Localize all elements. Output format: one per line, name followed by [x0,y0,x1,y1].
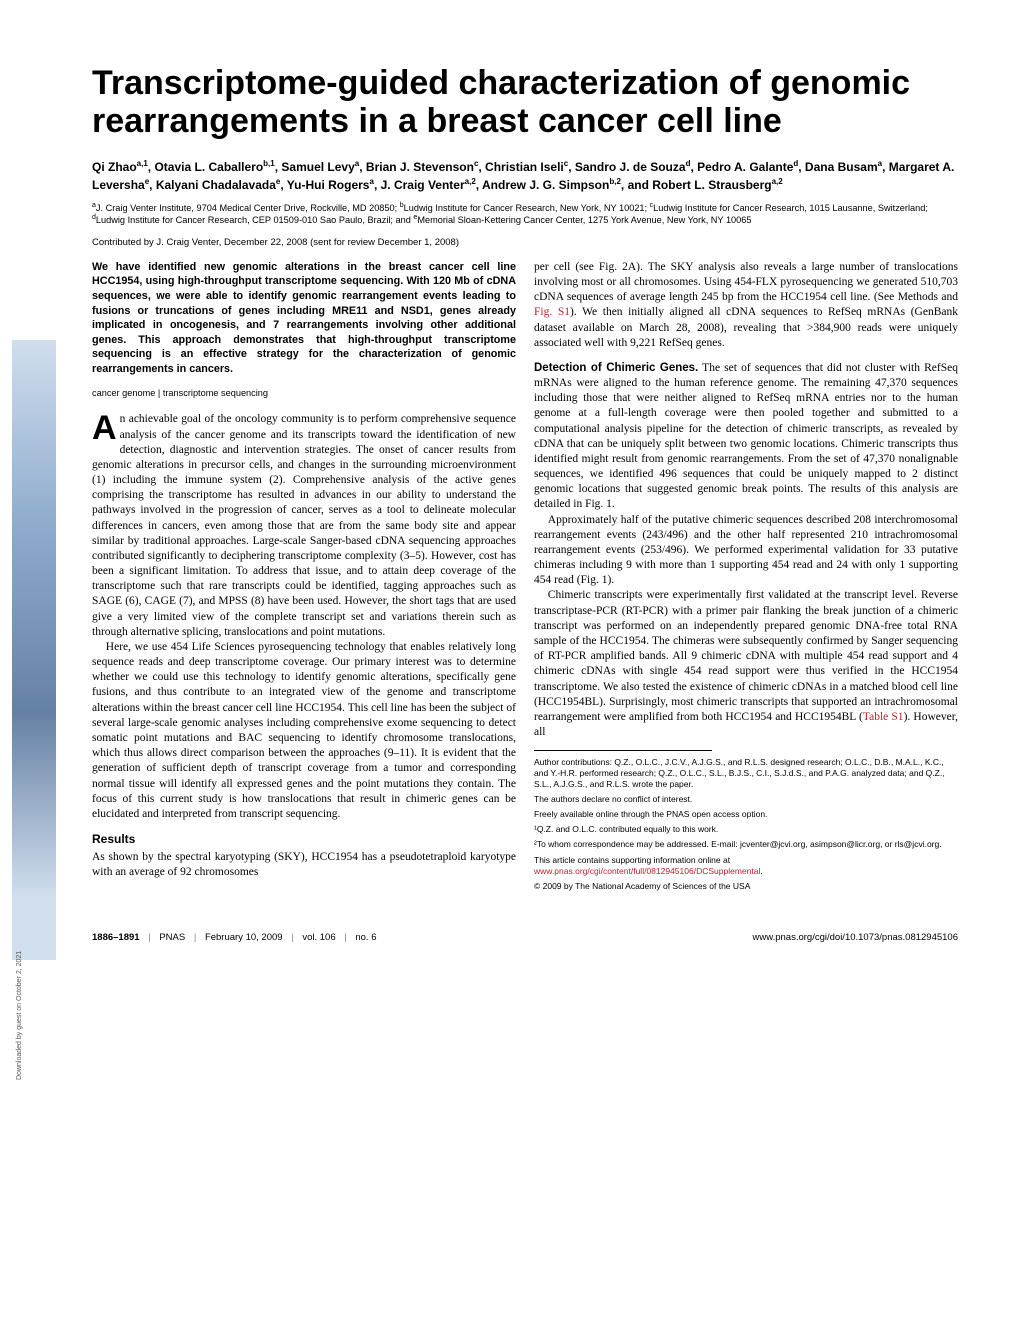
footnotes: Author contributions: Q.Z., O.L.C., J.C.… [534,757,958,891]
two-column-body: We have identified new genomic alteratio… [92,260,958,896]
left-column: We have identified new genomic alteratio… [92,260,516,896]
copyright: © 2009 by The National Academy of Scienc… [534,881,958,892]
body-text-left: An achievable goal of the oncology commu… [92,412,516,880]
correspondence-note: ²To whom correspondence may be addressed… [534,839,958,850]
author-contributions: Author contributions: Q.Z., O.L.C., J.C.… [534,757,958,790]
equal-contribution-note: ¹Q.Z. and O.L.C. contributed equally to … [534,824,958,835]
detection-para: Detection of Chimeric Genes. The set of … [534,361,958,513]
conflict-statement: The authors declare no conflict of inter… [534,794,958,805]
chimeric-para-2: Approximately half of the putative chime… [534,513,958,589]
results-heading: Results [92,832,516,848]
download-note: Downloaded by guest on October 2, 2021 [16,951,23,1080]
keywords: cancer genome | transcriptome sequencing [92,388,516,398]
open-access-note: Freely available online through the PNAS… [534,809,958,820]
results-continued: per cell (see Fig. 2A). The SKY analysis… [534,260,958,351]
affiliations: aJ. Craig Venter Institute, 9704 Medical… [92,202,958,227]
intro-para-1: n achievable goal of the oncology commun… [92,413,516,637]
intro-para-2: Here, we use 454 Life Sciences pyroseque… [92,640,516,822]
supplemental-note: This article contains supporting informa… [534,855,958,877]
abstract: We have identified new genomic alteratio… [92,260,516,377]
fig-s1-link[interactable]: Fig. S1 [534,306,570,318]
results-para-1: As shown by the spectral karyotyping (SK… [92,850,516,880]
right-column: per cell (see Fig. 2A). The SKY analysis… [534,260,958,896]
footer-citation: 1886–1891 | PNAS | February 10, 2009 | v… [92,932,377,943]
detection-heading: Detection of Chimeric Genes. [534,362,698,374]
body-text-right: per cell (see Fig. 2A). The SKY analysis… [534,260,958,740]
footer-doi: www.pnas.org/cgi/doi/10.1073/pnas.081294… [753,932,958,943]
article-page: Transcriptome-guided characterization of… [0,0,1020,926]
dropcap: A [92,412,120,443]
table-s1-link[interactable]: Table S1 [863,711,904,723]
chimeric-para-3: Chimeric transcripts were experimentally… [534,588,958,740]
author-list: Qi Zhaoa,1, Otavia L. Caballerob,1, Samu… [92,158,958,194]
page-footer: 1886–1891 | PNAS | February 10, 2009 | v… [0,926,1020,957]
footnote-separator [534,750,712,751]
article-title: Transcriptome-guided characterization of… [92,64,958,140]
supplemental-link[interactable]: www.pnas.org/cgi/content/full/0812945106… [534,866,760,876]
contributed-line: Contributed by J. Craig Venter, December… [92,237,958,248]
